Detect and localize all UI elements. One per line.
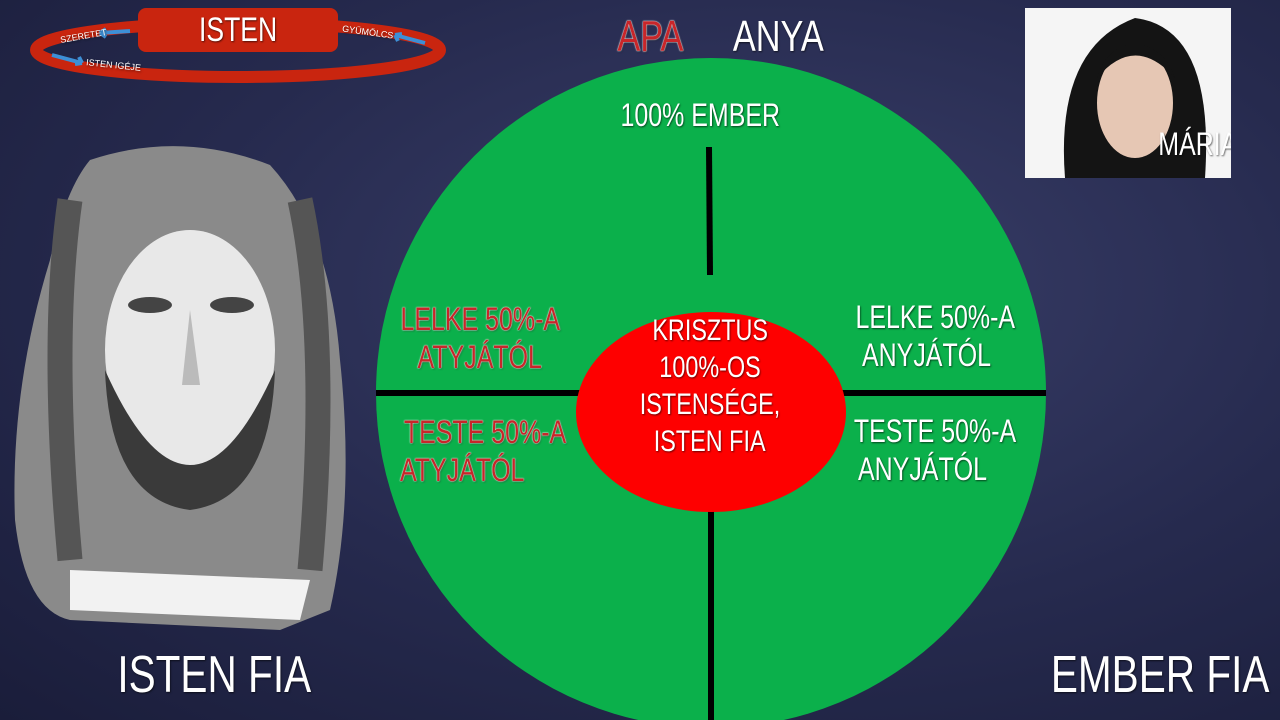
god-title: ISTEN xyxy=(198,11,278,49)
left-bottom-label: TESTE 50%-A ATYJÁTÓL xyxy=(400,414,567,488)
center-label: KRISZTUS 100%-OS ISTENSÉGE, ISTEN FIA xyxy=(639,314,781,458)
right-bottom-label: TESTE 50%-A ANYJÁTÓL xyxy=(853,413,1017,487)
mary-caption: MÁRIA xyxy=(1157,126,1231,162)
father-label: APA xyxy=(616,12,684,61)
mary-portrait-image xyxy=(1063,18,1207,178)
right-top-label: LELKE 50%-A ANYJÁTÓL xyxy=(855,299,1015,373)
left-top-label: LELKE 50%-A ATYJÁTÓL xyxy=(400,301,560,375)
top-label: 100% EMBER xyxy=(620,97,780,133)
son-of-god-label: ISTEN FIA xyxy=(117,646,312,704)
god-box: ISTEN xyxy=(138,8,338,52)
arrow-icon xyxy=(51,53,84,66)
jesus-portrait-image xyxy=(14,146,346,630)
divider-top xyxy=(706,146,713,276)
son-of-man-label: EMBER FIA xyxy=(1050,646,1270,704)
mother-label: ANYA xyxy=(732,12,824,61)
mary-photo: MÁRIA xyxy=(1025,8,1231,178)
arrow-icon xyxy=(98,27,131,39)
center-circle xyxy=(576,312,846,512)
arrow-icon xyxy=(393,32,426,45)
god-cycle-diagram: ISTEN SZERETET GYÜMÖLCS ISTEN IGÉJE xyxy=(30,5,450,83)
